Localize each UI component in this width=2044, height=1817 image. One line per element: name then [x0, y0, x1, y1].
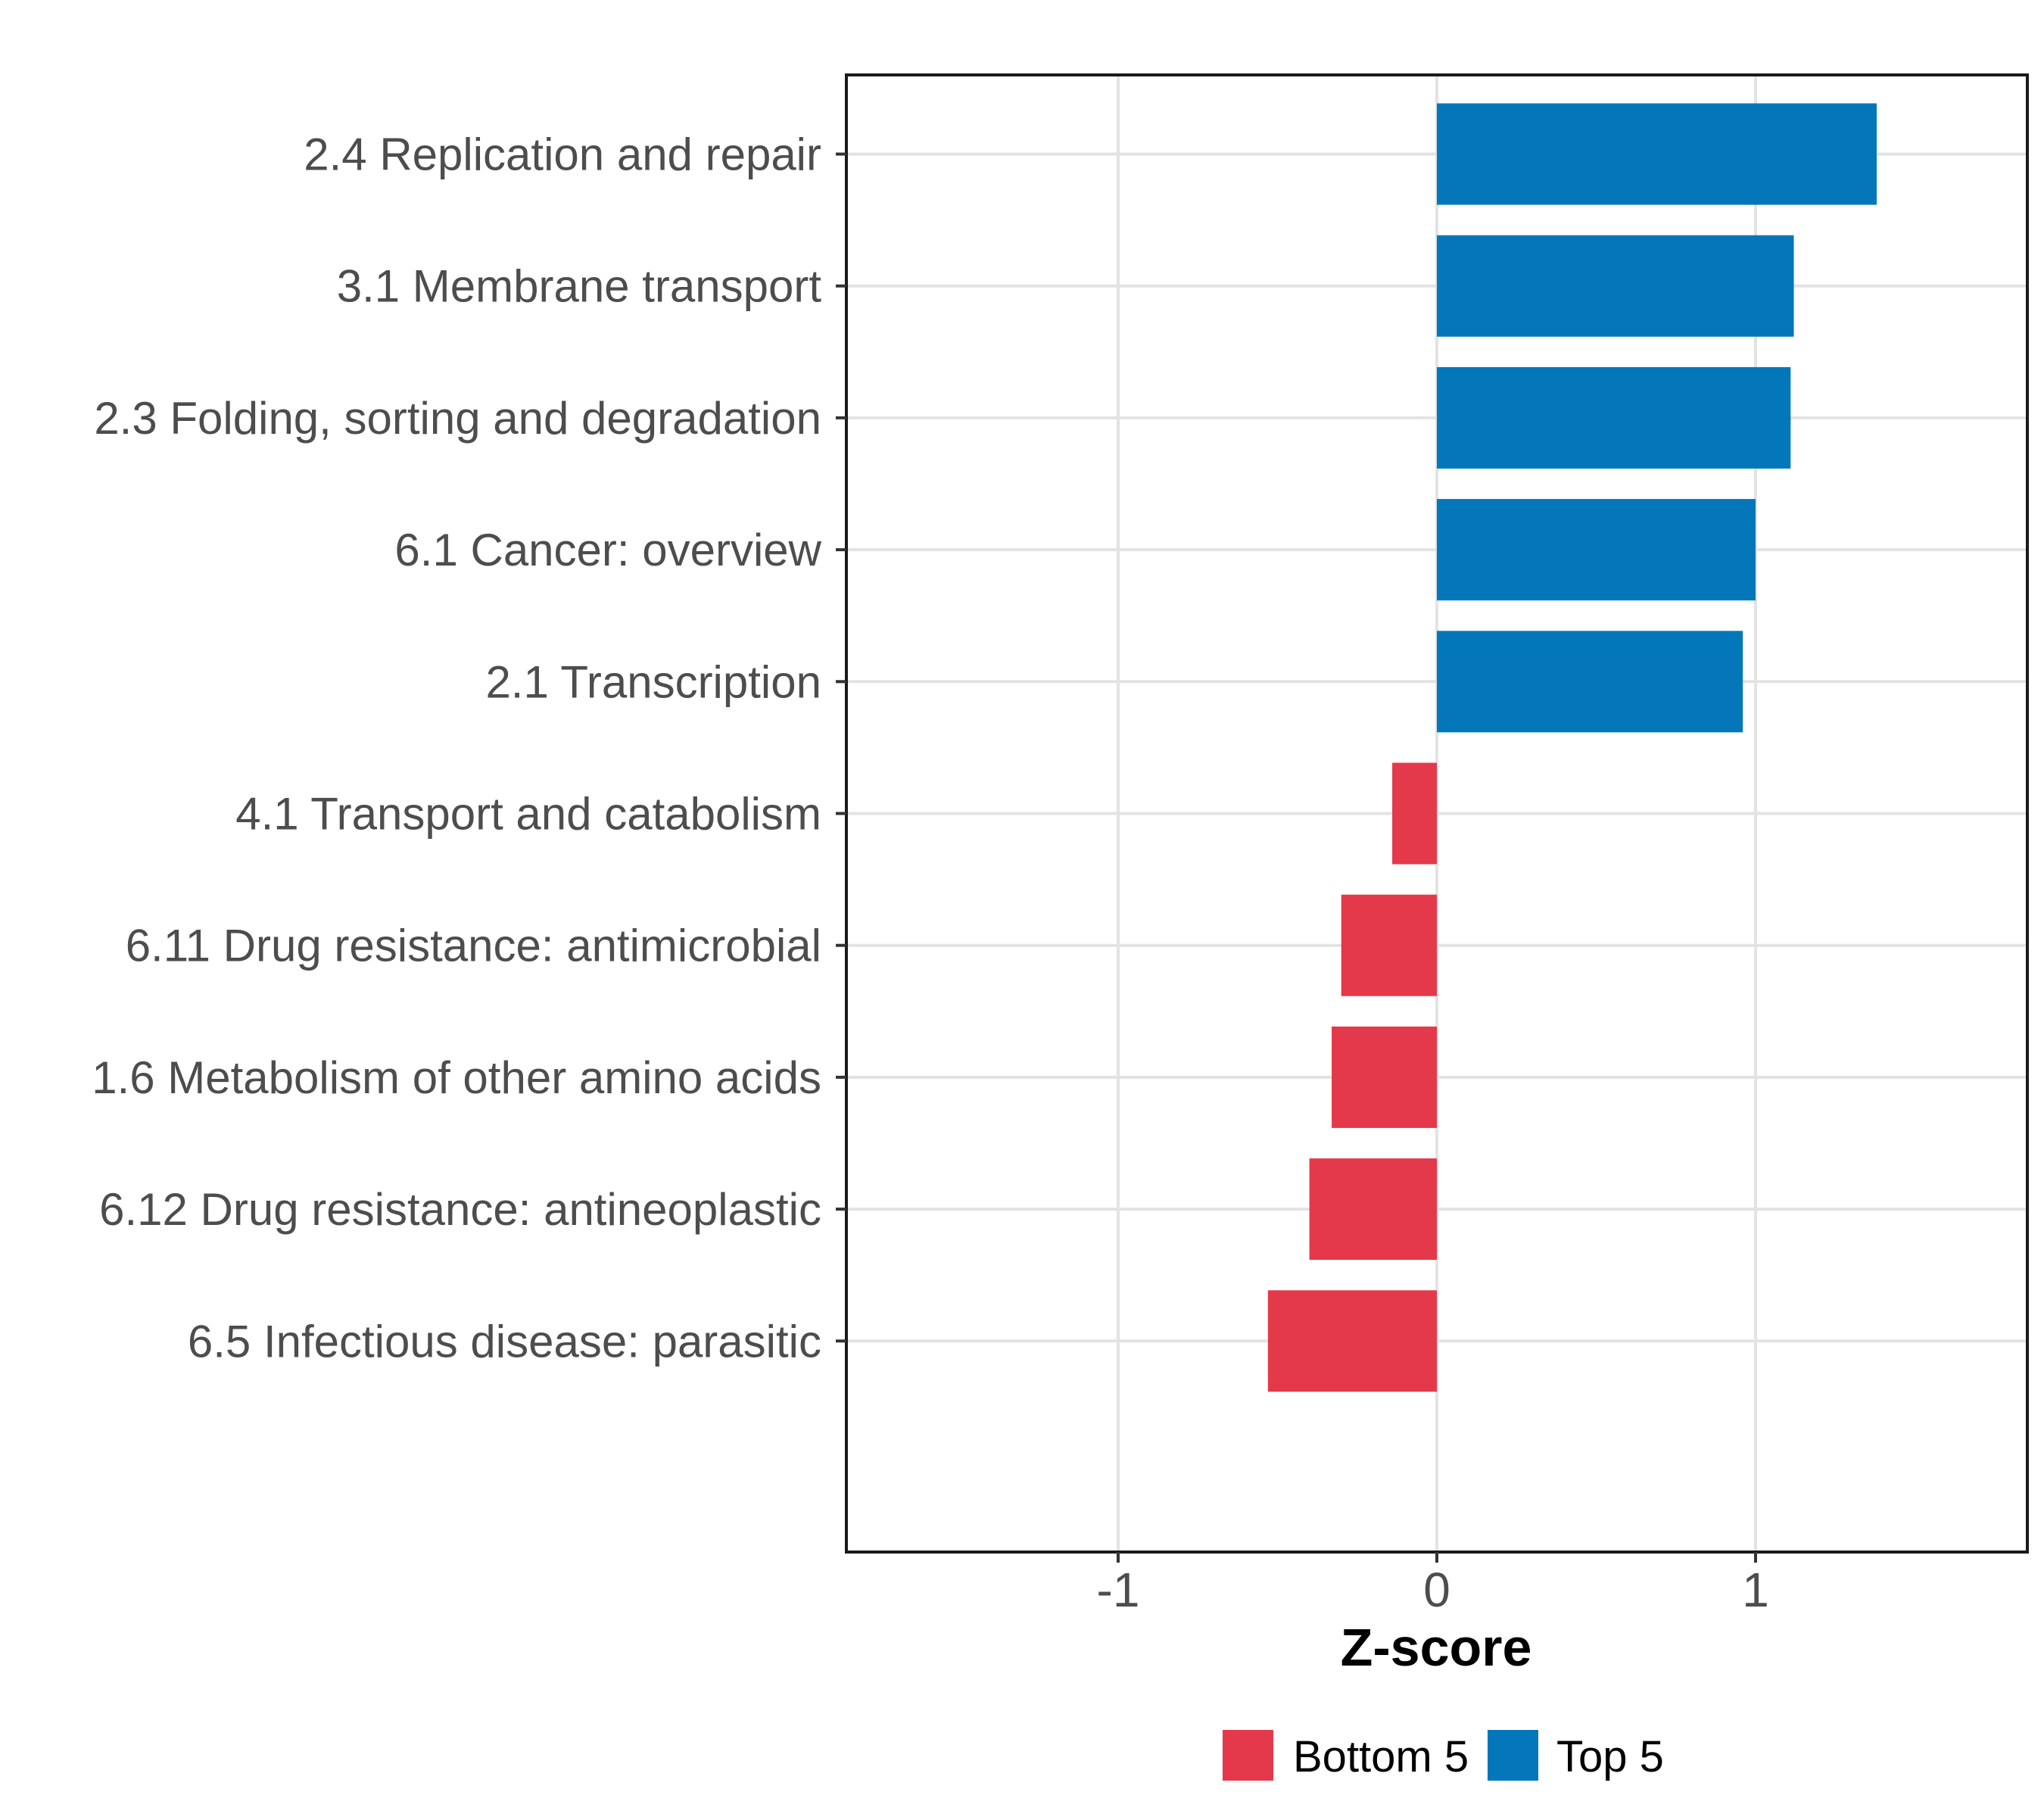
category-label: 2.4 Replication and repair [304, 129, 821, 180]
category-label: 6.5 Infectious disease: parasitic [188, 1316, 821, 1367]
category-label: 2.1 Transcription [485, 656, 821, 707]
x-axis-title: Z-score [1341, 1618, 1532, 1677]
legend-swatch-bottom5 [1223, 1730, 1273, 1781]
bar [1341, 894, 1437, 996]
bar [1437, 103, 1877, 205]
category-label: 6.1 Cancer: overview [394, 525, 821, 575]
category-label: 1.6 Metabolism of other amino acids [92, 1052, 821, 1103]
bars-layer [1267, 103, 1877, 1392]
legend-label-top5: Top 5 [1556, 1732, 1664, 1781]
category-label: 2.3 Folding, sorting and degradation [94, 393, 821, 444]
bar [1437, 366, 1791, 469]
bar [1437, 631, 1743, 733]
x-tick-label: 0 [1423, 1563, 1450, 1617]
category-label: 6.11 Drug resistance: antimicrobial [126, 921, 821, 971]
ticks-layer [836, 152, 1757, 1563]
bar [1332, 1026, 1437, 1128]
bar [1267, 1290, 1437, 1392]
bar [1437, 235, 1794, 337]
legend-swatch-top5 [1488, 1730, 1538, 1781]
bar [1392, 762, 1437, 865]
category-label: 4.1 Transport and catabolism [235, 789, 821, 840]
bar [1437, 499, 1756, 601]
category-label: 6.12 Drug resistance: antineoplastic [99, 1184, 821, 1235]
legend: Bottom 5 Top 5 [1223, 1730, 1664, 1781]
x-tick-label: -1 [1097, 1563, 1140, 1617]
category-labels: 2.4 Replication and repair 3.1 Membrane t… [92, 129, 821, 1367]
x-tick-label: 1 [1742, 1563, 1769, 1617]
bar [1309, 1158, 1437, 1261]
legend-label-bottom5: Bottom 5 [1293, 1732, 1469, 1781]
x-tick-labels: -1 0 1 [1097, 1563, 1769, 1617]
category-label: 3.1 Membrane transport [337, 261, 822, 312]
